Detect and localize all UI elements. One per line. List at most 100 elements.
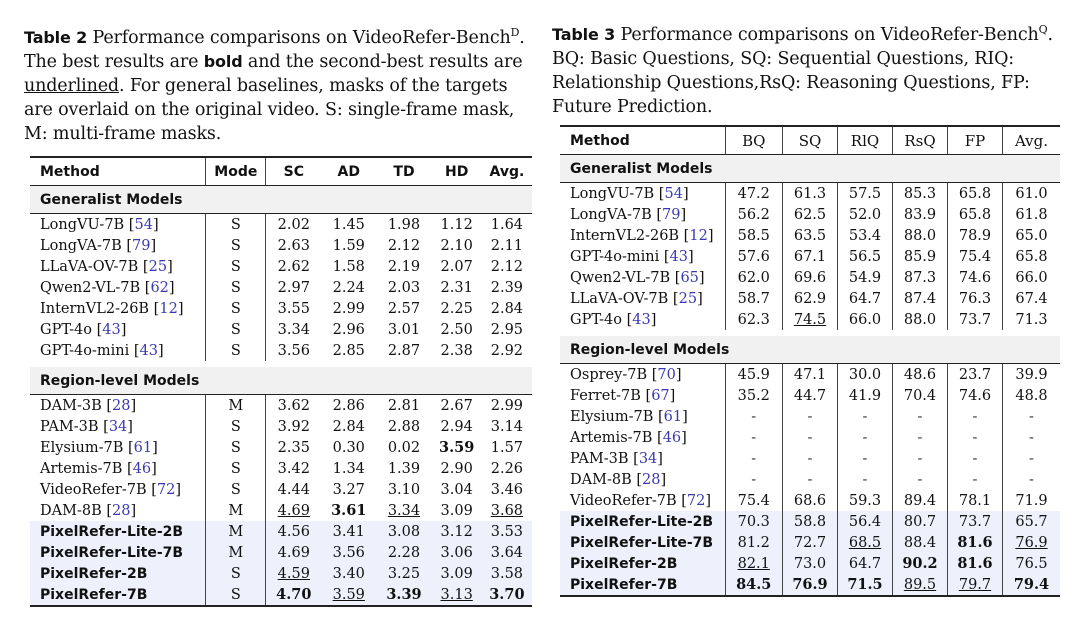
value-cell: 74.5 (782, 309, 838, 330)
value-cell: 2.67 (440, 397, 473, 414)
method-cell: PAM-3B [34] (40, 418, 133, 435)
method-name: Artemis-7B (570, 429, 653, 446)
table-row: GPT-4o-mini [43] S 3.56 2.85 2.87 2.38 2.92 (30, 340, 532, 361)
method-name: PixelRefer-2B (570, 555, 678, 572)
value-cell: 78.1 (947, 490, 1003, 511)
column-header: Mode (205, 156, 266, 186)
value-cell: 76.9 (1002, 532, 1060, 553)
header-row: Method Mode SC AD TD HD Avg. (30, 156, 532, 186)
value-cell: - (892, 406, 948, 427)
value-cell: 3.70 (481, 584, 532, 607)
value-cell: 52.0 (837, 204, 893, 225)
value-cell: 62.9 (782, 288, 838, 309)
value-cell: 3.14 (490, 418, 524, 435)
column-header: SQ (782, 125, 838, 155)
citation-link: 61 (133, 439, 153, 456)
table-row: VideoRefer-7B [72] 75.4 68.6 59.3 89.4 78.1 71… (560, 490, 1060, 511)
value-cell: 62.5 (782, 204, 838, 225)
value-cell: 2.19 (387, 258, 421, 275)
method-name: LLaVA-OV-7B (570, 290, 669, 307)
value-cell: 61.0 (1002, 182, 1060, 204)
citation-link: 72 (156, 481, 176, 498)
value-cell: - (724, 427, 783, 448)
value-cell: S (205, 584, 266, 607)
value-cell: - (724, 448, 783, 469)
method-name: PixelRefer-Lite-7B (570, 534, 714, 551)
method-cell: GPT-4o [43] (40, 321, 127, 338)
value-cell: - (837, 406, 893, 427)
method-cell: Osprey-7B [70] (570, 366, 682, 383)
citation-link: 54 (134, 216, 153, 233)
value-cell: 57.5 (837, 182, 893, 204)
value-cell: 2.50 (440, 321, 473, 338)
value-cell: 4.59 (265, 563, 322, 584)
value-cell: 1.57 (490, 439, 524, 456)
value-cell: 82.1 (724, 553, 783, 574)
table2-caption-part: . For general baselines, masks of the ta… (24, 75, 515, 144)
method-cell: GPT-4o-mini [43] (570, 248, 694, 265)
value-cell: 73.7 (947, 511, 1003, 532)
value-cell: M (205, 500, 266, 521)
value-cell: 3.58 (481, 563, 532, 584)
value-cell: 2.92 (490, 342, 524, 359)
value-cell: - (947, 469, 1003, 490)
value-cell: 3.34 (387, 502, 421, 519)
method-name: Ferret-7B (570, 387, 641, 404)
value-cell: 4.44 (265, 479, 322, 500)
column-header: Method (560, 125, 725, 155)
table-row: PAM-3B [34] S 3.92 2.84 2.88 2.94 3.14 (30, 416, 532, 437)
section-header-row: Region-level Models (560, 336, 1060, 364)
value-cell: 3.34 (265, 319, 322, 340)
value-cell: 39.9 (1002, 363, 1060, 385)
value-cell: 2.25 (440, 300, 473, 317)
value-cell: 58.5 (724, 225, 783, 246)
method-cell: Qwen2-VL-7B [65] (570, 269, 705, 286)
method-name: GPT-4o (40, 321, 92, 338)
value-cell: 81.2 (724, 532, 783, 553)
table-row: Elysium-7B [61] S 2.35 0.30 0.02 3.59 1.57 (30, 437, 532, 458)
table-row: Qwen2-VL-7B [65] 62.0 69.6 54.9 87.3 74.6 66.0 (560, 267, 1060, 288)
table2-caption: Table 2 Performance comparisons on Video… (24, 0, 536, 146)
column-header: TD (376, 156, 432, 186)
value-cell: 2.57 (387, 300, 421, 317)
value-cell: 65.0 (1002, 225, 1060, 246)
value-cell: 69.6 (782, 267, 838, 288)
method-cell: PixelRefer-Lite-2B (560, 511, 725, 532)
table2-caption-part: D (510, 26, 520, 39)
value-cell: 56.4 (837, 511, 893, 532)
value-cell: 44.7 (782, 385, 838, 406)
value-cell: S (205, 235, 266, 256)
value-cell: 68.5 (837, 532, 893, 553)
value-cell: 57.6 (724, 246, 783, 267)
method-cell: LLaVA-OV-7B [25] (570, 290, 703, 307)
value-cell: 3.13 (431, 584, 482, 607)
value-cell: M (205, 542, 266, 563)
value-cell: 2.63 (265, 235, 322, 256)
our-method-row: PixelRefer-2B 82.1 73.0 64.7 90.2 81.6 76.5 (560, 553, 1060, 574)
value-cell: 1.45 (332, 216, 365, 233)
value-cell: 73.0 (782, 553, 838, 574)
value-cell: 75.4 (724, 490, 783, 511)
column-header: BQ (724, 125, 783, 155)
table-row: Qwen2-VL-7B [62] S 2.97 2.24 2.03 2.31 2.39 (30, 277, 532, 298)
value-cell: - (892, 448, 948, 469)
value-cell: 1.59 (332, 237, 365, 254)
method-cell: PixelRefer-Lite-7B (30, 542, 206, 563)
table3-caption-text: Performance comparisons on VideoRefer-Be… (552, 23, 1053, 117)
value-cell: 3.12 (431, 521, 482, 542)
value-cell: 2.24 (332, 279, 365, 296)
value-cell: - (782, 427, 838, 448)
column-header: RlQ (837, 125, 893, 155)
value-cell: S (205, 416, 266, 437)
method-cell: InternVL2-26B [12] (570, 227, 714, 244)
value-cell: 2.62 (265, 256, 322, 277)
value-cell: 62.3 (724, 309, 783, 330)
method-name: PixelRefer-Lite-2B (40, 523, 184, 540)
value-cell: 71.3 (1002, 309, 1060, 330)
section-header-row: Region-level Models (30, 367, 532, 395)
value-cell: 2.28 (376, 542, 432, 563)
value-cell: 2.87 (387, 342, 421, 359)
value-cell: 88.0 (892, 225, 948, 246)
value-cell: 2.10 (440, 237, 473, 254)
table3-caption-part: Q (1038, 23, 1048, 36)
